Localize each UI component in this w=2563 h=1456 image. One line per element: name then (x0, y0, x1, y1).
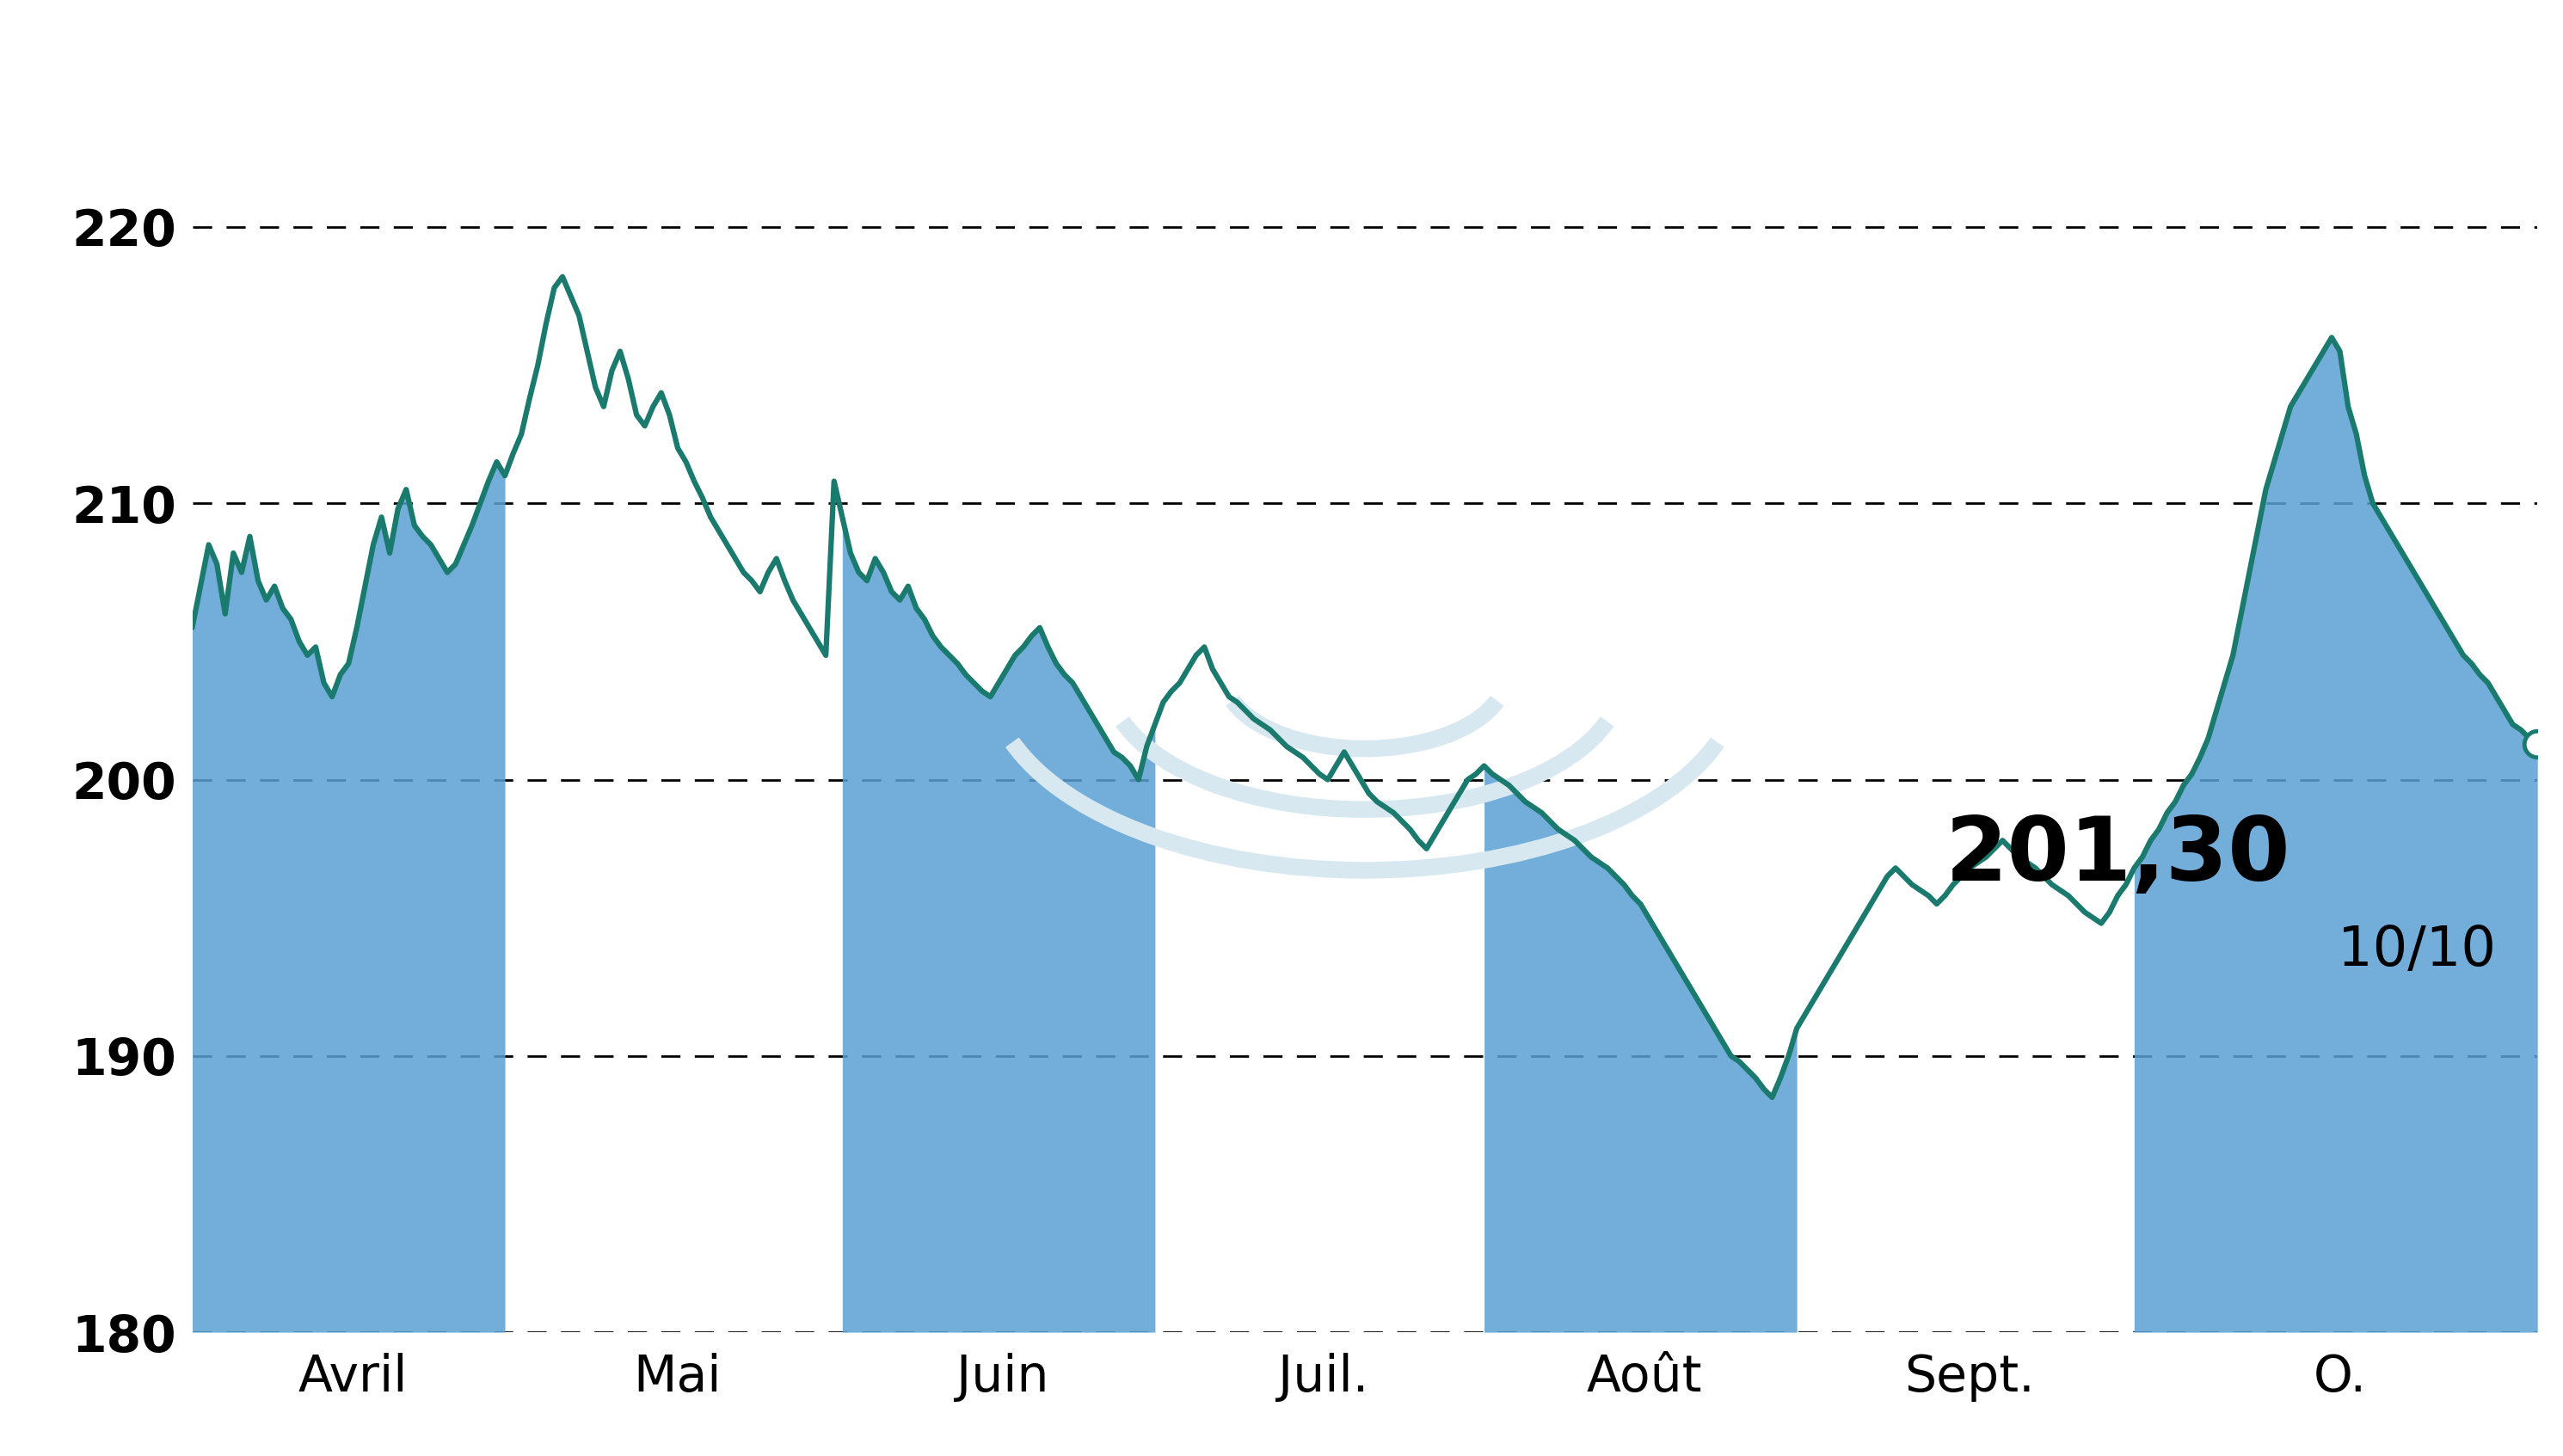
Text: 10/10: 10/10 (2337, 923, 2496, 977)
Text: SAFRAN: SAFRAN (1064, 0, 1499, 92)
Text: 201,30: 201,30 (1945, 812, 2291, 900)
